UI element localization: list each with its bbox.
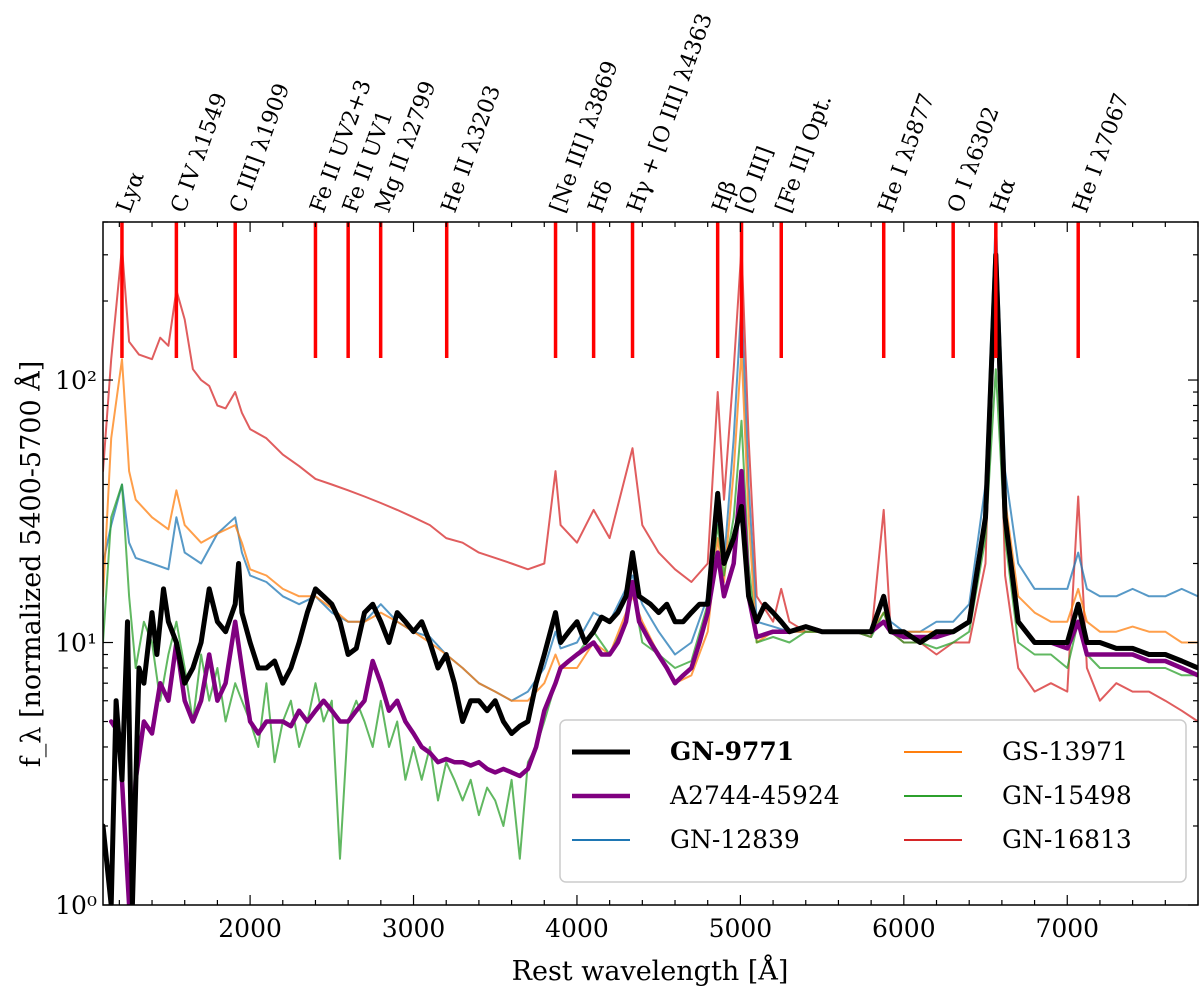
y-tick-label: 10⁰	[55, 891, 97, 920]
series-gn-9771	[103, 252, 1198, 905]
y-tick-label: 10²	[55, 366, 97, 395]
emission-line-label: [Fe II] Opt.	[771, 91, 837, 216]
x-tick-label: 6000	[872, 914, 936, 943]
emission-line-label: Hγ + [O III] λ4363	[623, 10, 718, 216]
x-tick-label: 5000	[709, 914, 773, 943]
legend-label: A2744-45924	[669, 781, 840, 810]
legend-box	[559, 719, 1187, 883]
emission-line-label: C III] λ1909	[225, 80, 295, 216]
legend-label: GN-12839	[670, 825, 800, 854]
y-axis-ticks: 10⁰ 10¹ 10²	[55, 221, 1198, 920]
x-tick-label: 7000	[1035, 914, 1099, 943]
emission-line-markers	[120, 222, 1080, 358]
emission-line-label: He I λ5877	[874, 90, 940, 216]
emission-line-label: He I λ7067	[1068, 90, 1134, 216]
series-gn-12839	[103, 222, 1198, 702]
emission-line-label: C IV λ1549	[167, 90, 233, 216]
series-a2744-45924	[108, 260, 1198, 905]
emission-line-label: Hα	[986, 175, 1021, 216]
legend-label: GN-15498	[1002, 781, 1132, 810]
x-tick-label: 3000	[382, 914, 446, 943]
legend-label: GN-16813	[1002, 825, 1132, 854]
legend-label: GS-13971	[1002, 737, 1128, 766]
legend: GN-9771 A2744-45924 GN-12839 GS-13971 GN-154…	[559, 719, 1187, 883]
emission-line-label: Lyα	[112, 168, 150, 216]
plot-area	[103, 222, 1198, 905]
x-tick-label: 2000	[218, 914, 282, 943]
x-axis-label: Rest wavelength [Å]	[512, 954, 789, 987]
x-axis-ticks: 2000 3000 4000 5000 6000 7000	[118, 222, 1199, 943]
y-tick-label: 10¹	[55, 629, 97, 658]
series-gs-13971	[103, 261, 1198, 702]
x-tick-label: 4000	[545, 914, 609, 943]
series-gn-15498	[103, 368, 1198, 860]
emission-line-label: Hδ	[584, 177, 619, 216]
legend-label: GN-9771	[670, 737, 794, 766]
y-axis-label: f_λ [normalized 5400-5700 Å]	[14, 361, 47, 767]
emission-line-label: He II λ3203	[437, 82, 506, 216]
